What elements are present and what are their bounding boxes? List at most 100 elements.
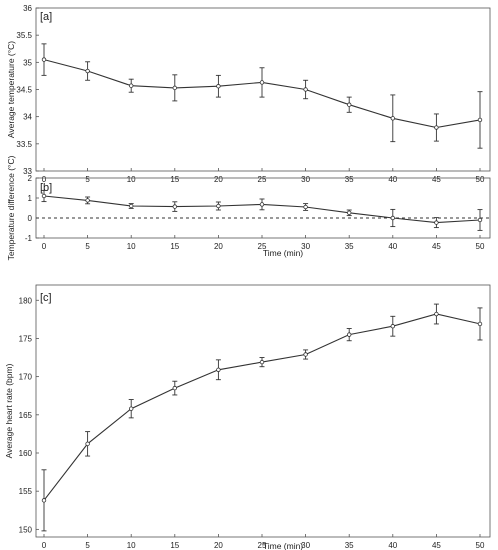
data-point: [434, 125, 439, 130]
y-tick-label: 35: [23, 58, 32, 67]
y-tick-label: -1: [25, 234, 33, 243]
y-tick-label: 160: [19, 449, 33, 458]
plot-frame: [35, 177, 491, 239]
y-tick-label: 1: [28, 194, 33, 203]
x-tick-label: 0: [42, 175, 47, 184]
y-tick-label: 155: [19, 487, 33, 496]
y-tick-label: 33: [23, 167, 32, 176]
panel-label: [c]: [40, 292, 52, 304]
x-tick-label: 20: [214, 242, 223, 251]
data-point: [172, 85, 177, 91]
data-point: [477, 117, 483, 123]
data-point: [434, 220, 439, 225]
data-point: [347, 102, 352, 107]
panel-label: [b]: [40, 182, 52, 194]
data-point: [390, 116, 395, 121]
x-tick-label: 5: [85, 175, 90, 184]
plot-frame: [35, 284, 491, 538]
data-point: [85, 68, 90, 74]
data-point: [128, 203, 134, 209]
y-tick-label: 35.5: [16, 31, 32, 40]
x-tick-label: 5: [85, 541, 90, 550]
x-tick-label: 20: [214, 541, 223, 550]
data-point: [128, 406, 134, 411]
data-point: [477, 321, 483, 327]
y-tick-label: 180: [19, 296, 33, 305]
x-tick-label: 40: [388, 541, 397, 550]
panel-label: [a]: [40, 11, 52, 23]
panel-a-temperature-chart: [a] 33 33.5 34 34.5 35 35.5 36 0 5 10 15 20 25 30 35 40 4…: [6, 4, 491, 184]
data-point: [434, 311, 439, 317]
x-tick-label: 20: [214, 175, 223, 184]
x-tick-label: 10: [127, 242, 136, 251]
x-tick-label: 45: [432, 175, 441, 184]
data-point: [85, 198, 90, 203]
data-point: [41, 57, 47, 62]
x-tick-label: 35: [345, 175, 354, 184]
x-tick-label: 40: [388, 175, 397, 184]
x-tick-label: 25: [258, 541, 267, 550]
data-point: [303, 204, 308, 210]
x-tick-label: 0: [42, 242, 47, 251]
y-tick-label: 165: [19, 411, 33, 420]
data-point: [259, 202, 265, 207]
x-tick-label: 30: [301, 175, 310, 184]
y-tick-label: 175: [19, 334, 33, 343]
x-tick-label: 15: [170, 541, 179, 550]
x-tick-label: 50: [476, 541, 485, 550]
data-point: [41, 193, 47, 199]
panel-c-heart-rate-chart: [c] 150 155 160 165 170 175 180 0 5 10 15 20 25 30 35 40…: [4, 284, 491, 550]
data-point: [172, 204, 177, 209]
x-axis-label: Time (min): [263, 248, 303, 258]
data-point: [85, 441, 90, 447]
data-point: [303, 352, 308, 357]
x-tick-label: 15: [170, 242, 179, 251]
data-point: [128, 83, 134, 88]
x-tick-label: 25: [258, 242, 267, 251]
y-tick-label: 0: [28, 214, 33, 223]
x-tick-label: 15: [170, 175, 179, 184]
x-axis-label: Time (min): [263, 541, 303, 550]
y-axis-label: Average temperature (°C): [6, 41, 16, 138]
data-point: [41, 498, 47, 503]
x-tick-label: 50: [476, 175, 485, 184]
x-tick-label: 0: [42, 541, 47, 550]
data-point: [390, 324, 395, 329]
x-tick-label: 35: [345, 242, 354, 251]
x-tick-label: 35: [345, 541, 354, 550]
x-tick-label: 25: [258, 175, 267, 184]
y-tick-label: 2: [28, 174, 33, 183]
x-tick-label: 30: [301, 541, 310, 550]
x-tick-label: 45: [432, 541, 441, 550]
x-tick-label: 30: [301, 242, 310, 251]
y-tick-label: 34.5: [16, 86, 32, 95]
x-tick-label: 5: [85, 242, 90, 251]
y-tick-label: 150: [19, 525, 33, 534]
x-tick-label: 50: [476, 242, 485, 251]
x-tick-label: 45: [432, 242, 441, 251]
data-point: [216, 84, 221, 89]
data-point: [347, 332, 352, 337]
y-tick-label: 34: [23, 113, 32, 122]
data-point: [172, 385, 177, 391]
series-line: [43, 313, 481, 501]
data-point: [347, 210, 352, 215]
data-point: [477, 217, 483, 223]
y-tick-label: 170: [19, 373, 33, 382]
data-point: [216, 203, 221, 209]
y-tick-label: 33.5: [16, 140, 32, 149]
y-axis-label: Temperature difference (°C): [6, 155, 16, 260]
y-axis-label: Average heart rate (bpm): [4, 363, 14, 458]
y-tick-label: 36: [23, 4, 32, 13]
data-point: [216, 367, 221, 372]
plot-frame: [35, 7, 491, 172]
data-point: [259, 359, 265, 365]
x-tick-label: 10: [127, 175, 136, 184]
x-tick-label: 10: [127, 541, 136, 550]
data-point: [259, 80, 265, 85]
data-point: [303, 87, 308, 92]
data-point: [390, 215, 395, 221]
x-tick-label: 40: [388, 242, 397, 251]
